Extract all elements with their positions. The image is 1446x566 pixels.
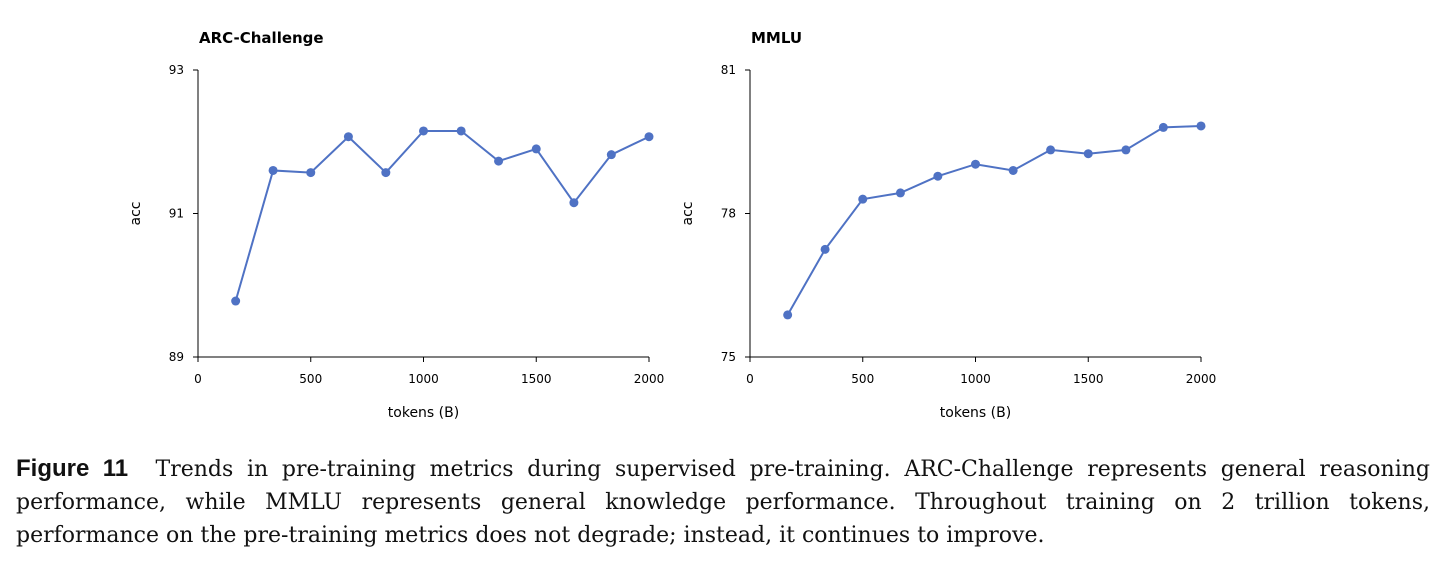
data-point (1008, 165, 1018, 175)
data-point (933, 171, 943, 181)
x-tick-label: 500 (299, 372, 322, 386)
data-point (231, 296, 241, 306)
x-tick-label: 2000 (1186, 372, 1217, 386)
data-point (895, 188, 905, 198)
data-point (1046, 145, 1056, 155)
data-point (858, 194, 868, 204)
data-point (494, 156, 504, 166)
data-point (820, 244, 830, 254)
y-axis-label: acc (680, 202, 696, 226)
data-point (419, 126, 428, 136)
data-point (531, 144, 541, 154)
data-point (783, 310, 793, 320)
caption-text: Trends in pre-training metrics during su… (16, 457, 1430, 548)
data-point (343, 132, 353, 142)
x-tick-label: 0 (746, 372, 754, 386)
y-tick-label: 93 (169, 63, 184, 77)
x-tick-label: 500 (851, 372, 874, 386)
data-point (1196, 121, 1206, 131)
figure-caption: Figure 11 Trends in pre-training metrics… (16, 452, 1430, 552)
chart-title: ARC-Challenge (199, 29, 324, 47)
data-point (381, 168, 391, 178)
figure-label: Figure 11 (16, 455, 129, 482)
data-point (268, 165, 278, 175)
y-tick-label: 78 (721, 207, 736, 221)
data-point (1121, 145, 1131, 155)
chart-panel-2: MMLU 75 78 81 0 500 1000 1500 2000 tokens (B) acc (680, 29, 1216, 421)
charts-canvas: ARC-Challenge 89 91 93 0 500 1000 1500 2000 token… (128, 29, 1216, 421)
chart-panel-1: ARC-Challenge 89 91 93 0 500 1000 1500 2000 token… (128, 29, 664, 421)
series-line (234, 129, 650, 302)
data-point (1158, 122, 1168, 132)
x-axis-label: tokens (B) (388, 405, 459, 421)
y-tick-label: 91 (169, 207, 184, 221)
data-point (1083, 149, 1093, 159)
y-tick-label: 89 (169, 350, 184, 364)
data-point (456, 126, 466, 136)
x-tick-label: 1000 (408, 372, 439, 386)
y-tick-label: 81 (721, 63, 736, 77)
series-line (786, 124, 1202, 316)
x-tick-label: 1500 (521, 372, 552, 386)
chart-title: MMLU (751, 29, 802, 47)
y-tick-label: 75 (721, 350, 736, 364)
data-point (306, 168, 316, 178)
x-axis-label: tokens (B) (940, 405, 1011, 421)
data-point (606, 150, 616, 160)
data-point (971, 159, 980, 169)
data-point (569, 198, 579, 208)
x-tick-label: 1500 (1073, 372, 1104, 386)
data-point (644, 132, 654, 142)
y-axis-label: acc (128, 202, 144, 226)
x-tick-label: 2000 (634, 372, 665, 386)
x-tick-label: 0 (194, 372, 202, 386)
x-tick-label: 1000 (960, 372, 991, 386)
